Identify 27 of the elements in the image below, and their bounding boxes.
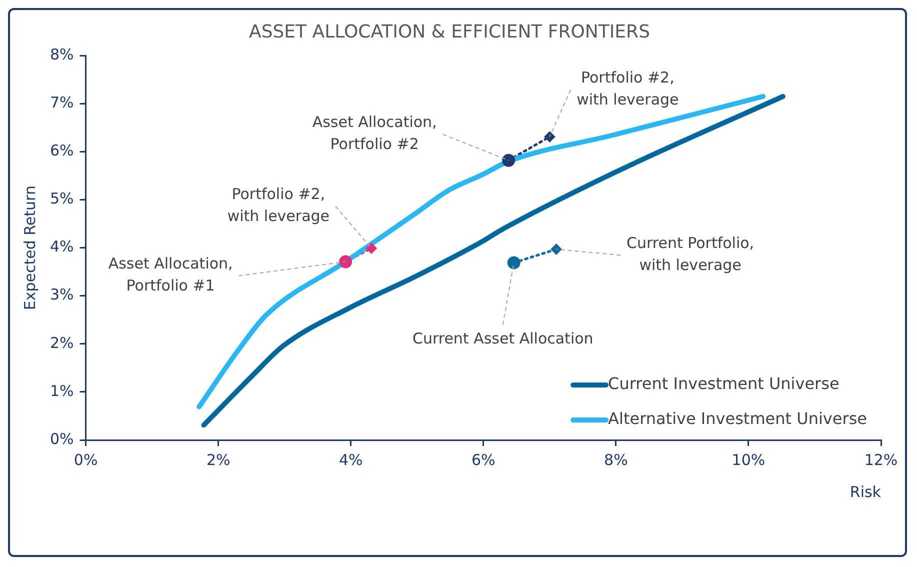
- legend-label: Current Investment Universe: [608, 374, 840, 394]
- y-tick-label: 0%: [50, 430, 74, 448]
- y-tick-label: 1%: [50, 382, 74, 400]
- annotation: Current Portfolio, with leverage: [626, 234, 754, 274]
- y-tick-label: 7%: [50, 94, 74, 112]
- x-tick-label: 6%: [472, 450, 496, 469]
- x-tick-label: 8%: [604, 450, 628, 469]
- y-tick-label: 2%: [50, 334, 74, 352]
- y-tick-label: 3%: [50, 286, 74, 304]
- y-axis-title: Expected Return: [20, 186, 39, 310]
- annotation: Portfolio #2, with leverage: [576, 68, 679, 109]
- x-tick-label: 12%: [864, 450, 898, 469]
- annotation: Portfolio #2, with leverage: [227, 185, 330, 226]
- chart-title: ASSET ALLOCATION & EFFICIENT FRONTIERS: [249, 21, 650, 42]
- x-axis-title: Risk: [850, 482, 882, 501]
- x-tick-label: 2%: [206, 450, 230, 469]
- annotation: Asset Allocation, Portfolio #2: [312, 113, 437, 154]
- annotation: Current Asset Allocation: [412, 330, 594, 348]
- x-tick-label: 10%: [732, 450, 766, 469]
- x-tick-label: 4%: [338, 450, 363, 469]
- x-tick-label: 0%: [74, 450, 98, 469]
- y-tick-label: 4%: [50, 238, 74, 256]
- annotation: Asset Allocation, Portfolio #1: [108, 254, 233, 295]
- y-tick-label: 5%: [50, 190, 74, 208]
- y-tick-label: 6%: [50, 142, 74, 160]
- y-tick-label: 8%: [50, 45, 74, 64]
- legend-label: Alternative Investment Universe: [608, 409, 868, 428]
